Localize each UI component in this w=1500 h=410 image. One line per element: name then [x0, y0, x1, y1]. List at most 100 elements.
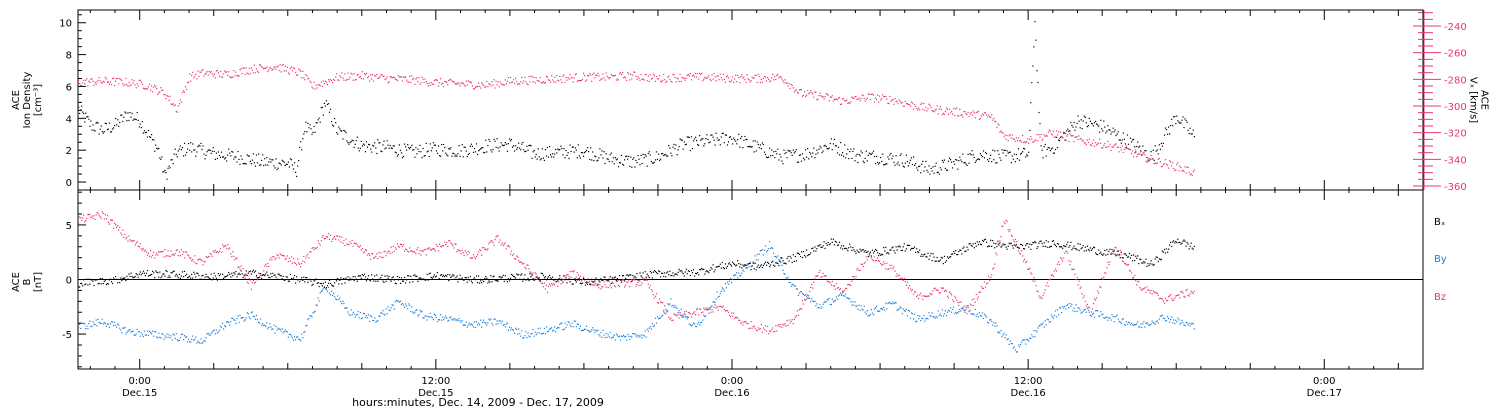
data-point: [232, 76, 234, 78]
data-point: [887, 302, 889, 305]
data-point: [345, 132, 347, 134]
data-point: [431, 83, 433, 85]
data-point: [823, 275, 825, 277]
data-point: [736, 143, 738, 145]
data-point: [522, 337, 524, 339]
data-point: [691, 148, 694, 150]
data-point: [938, 173, 940, 175]
data-point: [760, 324, 762, 326]
data-point: [788, 319, 790, 321]
data-point: [1111, 314, 1113, 316]
data-point: [368, 314, 370, 316]
data-point: [882, 94, 884, 96]
data-point: [277, 65, 279, 67]
data-point: [386, 275, 388, 277]
data-point: [938, 314, 940, 317]
data-point: [463, 279, 465, 281]
data-point: [572, 283, 574, 285]
data-point: [606, 336, 608, 338]
data-point: [453, 247, 455, 249]
data-point: [1091, 123, 1094, 125]
data-point: [923, 314, 925, 317]
data-point: [676, 77, 678, 79]
data-point: [341, 236, 343, 238]
data-point: [975, 111, 977, 113]
data-point: [583, 75, 586, 77]
data-point: [121, 280, 123, 282]
data-point: [209, 72, 211, 74]
data-point: [237, 315, 239, 317]
data-point: [1040, 145, 1042, 147]
data-point: [400, 277, 403, 279]
data-point: [184, 251, 187, 253]
data-point: [669, 147, 671, 149]
data-point: [819, 145, 821, 147]
data-point: [218, 75, 221, 77]
data-point: [1122, 132, 1124, 134]
data-point: [870, 309, 872, 311]
data-point: [1003, 332, 1005, 334]
data-point: [547, 276, 550, 278]
data-point: [529, 81, 531, 83]
data-point: [902, 279, 904, 281]
data-point: [422, 78, 424, 80]
data-point: [259, 164, 261, 166]
data-point: [856, 98, 858, 100]
data-point: [1172, 162, 1174, 164]
data-point: [693, 323, 696, 325]
data-point: [123, 327, 125, 329]
data-point: [987, 159, 989, 161]
data-point: [274, 274, 276, 276]
data-point: [616, 334, 618, 336]
data-point: [342, 242, 344, 244]
data-point: [768, 333, 770, 335]
data-point: [581, 279, 584, 281]
data-point: [1002, 132, 1004, 134]
data-point: [699, 308, 701, 310]
data-point: [479, 85, 481, 87]
data-point: [275, 158, 277, 160]
data-point: [120, 277, 122, 279]
data-point: [228, 321, 230, 323]
data-point: [1042, 138, 1044, 140]
data-point: [953, 301, 955, 303]
data-point: [1135, 149, 1137, 151]
data-point: [434, 276, 436, 278]
data-point: [608, 278, 610, 280]
data-point: [371, 78, 373, 80]
data-point: [855, 95, 857, 97]
data-point: [1187, 129, 1189, 131]
data-point: [130, 331, 132, 333]
data-point: [370, 258, 372, 260]
data-point: [359, 275, 361, 277]
data-point: [566, 324, 568, 326]
data-point: [475, 255, 478, 257]
data-point: [484, 277, 486, 280]
data-point: [1103, 144, 1105, 146]
data-point: [679, 138, 681, 140]
data-point: [553, 156, 555, 158]
data-point: [287, 260, 289, 263]
data-point: [583, 152, 586, 154]
data-point: [617, 336, 620, 338]
data-point: [996, 126, 998, 128]
data-point: [780, 324, 782, 326]
data-point: [273, 274, 275, 277]
data-point: [404, 306, 406, 308]
data-point: [1160, 142, 1162, 145]
data-point: [751, 76, 753, 78]
data-point: [90, 278, 92, 281]
data-point: [98, 214, 100, 216]
data-point: [346, 243, 348, 245]
data-point: [352, 245, 354, 247]
data-point: [741, 272, 743, 274]
data-point: [315, 84, 317, 86]
data-point: [397, 279, 399, 281]
data-point: [110, 219, 113, 221]
data-point: [132, 330, 134, 332]
data-point: [602, 286, 604, 288]
data-point: [835, 145, 837, 147]
data-point: [1164, 298, 1167, 300]
data-point: [290, 256, 293, 258]
data-point: [1157, 153, 1159, 155]
